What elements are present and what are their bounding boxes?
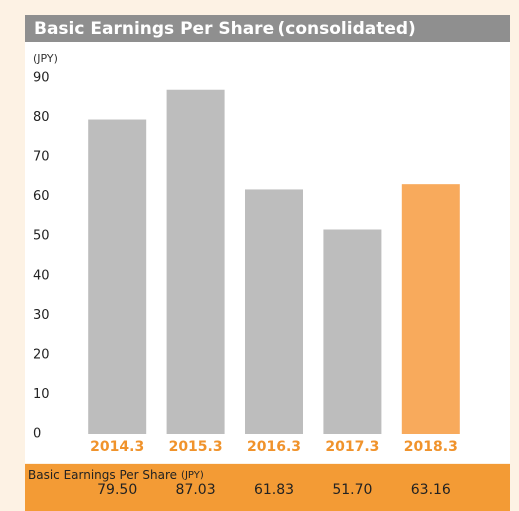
y-tick-label: 70 bbox=[33, 150, 50, 165]
table-label-text: Basic Earnings Per Share bbox=[28, 468, 177, 482]
y-tick-label: 80 bbox=[33, 110, 50, 125]
x-tick-label: 2018.3 bbox=[404, 439, 458, 455]
y-tick-label: 30 bbox=[33, 308, 50, 323]
bar bbox=[401, 184, 460, 434]
y-tick-label: 10 bbox=[33, 387, 50, 402]
value-label: 61.83 bbox=[254, 482, 294, 498]
value-label: 87.03 bbox=[176, 482, 216, 498]
bar bbox=[323, 229, 382, 434]
table-unit: (JPY) bbox=[181, 470, 204, 481]
x-tick-label: 2016.3 bbox=[247, 439, 301, 455]
y-tick-label: 20 bbox=[33, 347, 50, 362]
table-label: Basic Earnings Per Share (JPY) bbox=[28, 468, 204, 482]
y-tick-label: 0 bbox=[33, 427, 41, 442]
chart-title: Basic Earnings Per Share (consolidated) bbox=[34, 19, 416, 39]
y-tick-label: 50 bbox=[33, 229, 50, 244]
y-tick-label: 90 bbox=[33, 71, 50, 86]
x-tick-label: 2017.3 bbox=[325, 439, 379, 455]
bar bbox=[245, 189, 303, 434]
title-bar bbox=[25, 15, 510, 42]
y-tick-label: 60 bbox=[33, 189, 50, 204]
bar bbox=[88, 119, 147, 435]
x-tick-label: 2015.3 bbox=[169, 439, 223, 455]
bar bbox=[166, 89, 225, 435]
value-label: 63.16 bbox=[411, 482, 451, 498]
value-label: 51.70 bbox=[332, 482, 372, 498]
y-unit: (JPY) bbox=[33, 52, 58, 65]
y-tick-label: 40 bbox=[33, 268, 50, 283]
x-tick-label: 2014.3 bbox=[90, 439, 144, 455]
table-band bbox=[25, 464, 510, 511]
value-label: 79.50 bbox=[97, 482, 137, 498]
